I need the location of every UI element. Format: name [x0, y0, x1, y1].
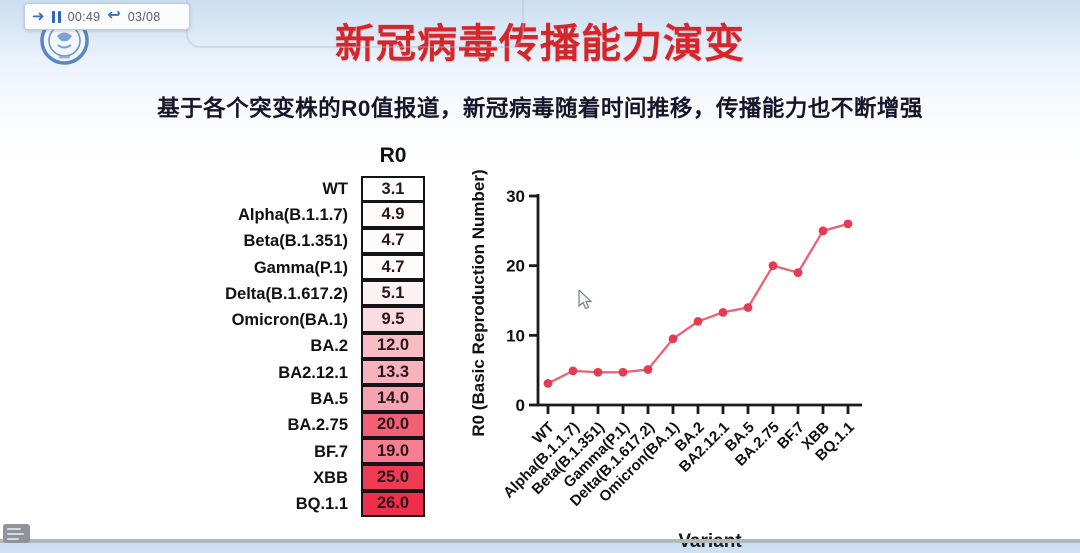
table-row: BQ.1.1 26.0: [130, 490, 425, 518]
table-row: Beta(B.1.351) 4.7: [130, 227, 425, 255]
toolbar-ghost-outline: [186, 0, 524, 48]
variant-label: BF.7: [314, 442, 348, 461]
table-row: Omicron(BA.1) 9.5: [130, 306, 425, 333]
r0-table-rows: WT 3.1 Alpha(B.1.1.7) 4.9 Beta(B.1.351) 4.7 Ga…: [130, 176, 425, 518]
mouse-cursor: [578, 290, 593, 310]
variant-label: Alpha(B.1.1.7): [237, 205, 348, 224]
variant-label: XBB: [313, 468, 348, 487]
variant-label: Beta(B.1.351): [243, 232, 348, 251]
svg-text:10: 10: [506, 326, 525, 345]
table-row: Delta(B.1.617.2) 5.1: [130, 280, 425, 307]
r0-value-cell: 12.0: [361, 332, 425, 360]
variant-label: BA.2.75: [287, 416, 348, 435]
r0-value-cell: 20.0: [361, 411, 425, 438]
r0-value-cell: 13.3: [361, 359, 425, 386]
table-row: WT 3.1: [130, 176, 425, 203]
forward-arrow-icon[interactable]: ➜: [32, 8, 45, 25]
svg-text:30: 30: [506, 187, 525, 206]
variant-label: WT: [322, 179, 348, 198]
table-row: BA.2.75 20.0: [130, 411, 425, 439]
current-time: 00:49: [67, 9, 101, 24]
variant-label: Delta(B.1.617.2): [225, 284, 348, 303]
variant-label: BA.5: [310, 390, 348, 409]
slide-subtitle: 基于各个突变株的R0值报道，新冠病毒随着时间推移，传播能力也不断增强: [157, 96, 923, 121]
r0-table: WT 3.1 Alpha(B.1.1.7) 4.9 Beta(B.1.351) 4.7 Ga…: [130, 176, 425, 518]
table-row: BA.5 14.0: [130, 385, 425, 412]
table-row: BA2.12.1 13.3: [130, 359, 425, 386]
r0-value-cell: 4.7: [361, 253, 425, 281]
r0-value-cell: 19.0: [361, 437, 425, 465]
variant-label: BQ.1.1: [295, 495, 348, 514]
r0-value-cell: 4.7: [361, 227, 425, 254]
slide-title: 新冠病毒传播能力演变: [335, 22, 745, 66]
table-row: Alpha(B.1.1.7) 4.9: [130, 201, 425, 228]
variant-label: BA.2: [310, 337, 348, 356]
r0-column-header: R0: [379, 144, 407, 167]
table-row: XBB 25.0: [130, 464, 425, 491]
variant-label: Gamma(P.1): [253, 258, 348, 277]
svg-text:0: 0: [516, 396, 525, 415]
r0-value-cell: 25.0: [361, 464, 425, 491]
r0-value-cell: 9.5: [361, 306, 425, 333]
r0-value-cell: 3.1: [361, 176, 425, 203]
total-time: 03/08: [127, 9, 161, 24]
r0-line-chart: 0102030WTAlpha(B.1.1.7)Beta(B.1.351)Gamm…: [500, 187, 862, 510]
variant-label: Omicron(BA.1): [231, 311, 348, 330]
variant-label: BA2.12.1: [278, 363, 348, 382]
table-row: BF.7 19.0: [130, 437, 425, 465]
pause-icon[interactable]: [51, 10, 61, 23]
svg-text:20: 20: [506, 257, 525, 276]
bottom-divider-bar: [0, 539, 1080, 543]
r0-value-cell: 14.0: [361, 385, 425, 412]
r0-value-cell: 5.1: [361, 280, 425, 307]
r0-value-cell: 26.0: [361, 490, 425, 517]
r0-value-cell: 4.9: [361, 201, 425, 228]
undo-arrow-icon[interactable]: ↩: [107, 6, 121, 24]
table-row: Gamma(P.1) 4.7: [130, 253, 425, 281]
video-player-toolbar: ➜ 00:49 ↩ 03/08: [24, 3, 190, 30]
table-row: BA.2 12.0: [130, 332, 425, 360]
notes-list-icon[interactable]: [3, 524, 30, 543]
